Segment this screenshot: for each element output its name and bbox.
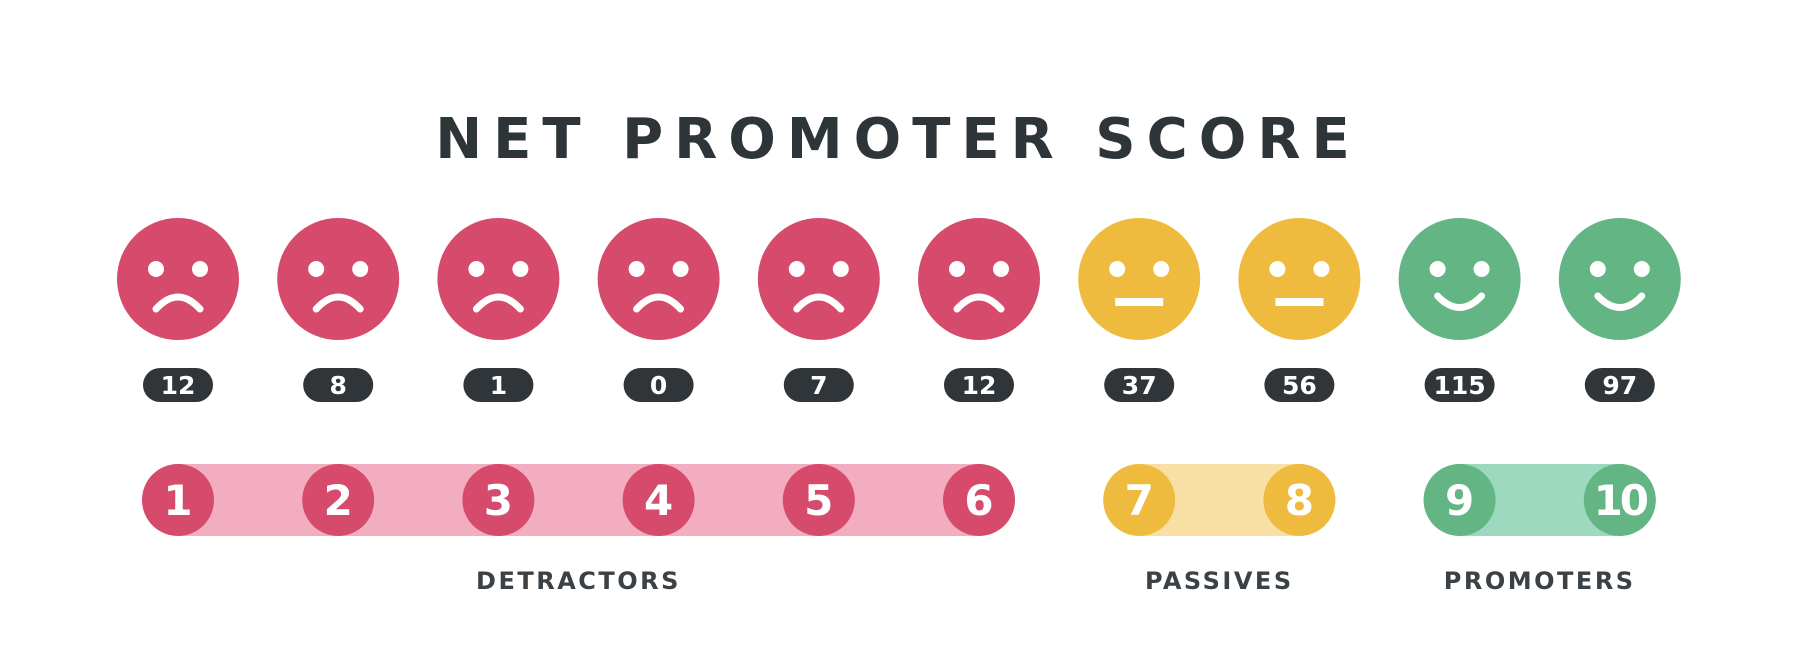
- face-eye: [1589, 261, 1606, 277]
- face-circle: [1558, 218, 1681, 340]
- face-circle: [597, 218, 720, 340]
- face-eye: [628, 261, 645, 277]
- score-circle: [622, 464, 695, 536]
- count-badge: [1424, 368, 1495, 402]
- group-label: PROMOTERS: [1444, 567, 1636, 595]
- sad-face-icon: [437, 218, 560, 340]
- face-eye: [788, 261, 805, 277]
- face-eye: [949, 261, 965, 277]
- count-badge: [303, 368, 374, 402]
- count-value: 0: [650, 371, 667, 400]
- count-value: 97: [1602, 371, 1637, 400]
- face-circle: [117, 218, 239, 340]
- sad-face-icon: [117, 218, 239, 340]
- count-value: 37: [1122, 371, 1157, 400]
- face-eye: [832, 261, 849, 277]
- face-mouth: [1115, 298, 1164, 306]
- face-circle: [757, 218, 880, 340]
- face-eye: [1473, 261, 1490, 277]
- score-label: 5: [804, 476, 833, 525]
- face-eye: [672, 261, 689, 277]
- count-badge: [1264, 368, 1335, 402]
- sad-face-icon: [597, 218, 720, 340]
- face-circle: [437, 218, 560, 340]
- count-value: 8: [329, 371, 346, 400]
- score-label: 8: [1285, 476, 1314, 525]
- face-mouth: [633, 293, 685, 313]
- count-badge: [1584, 368, 1655, 402]
- happy-face-icon: [1558, 218, 1681, 340]
- face-eye: [468, 261, 485, 277]
- face-circle: [1078, 218, 1201, 340]
- score-label: 1: [163, 476, 192, 525]
- face-circle: [277, 218, 400, 340]
- sad-face-icon: [918, 218, 1040, 340]
- score-label: 7: [1125, 476, 1154, 525]
- face-mouth: [1275, 298, 1324, 306]
- happy-face-icon: [1398, 218, 1521, 340]
- count-badge: [1104, 368, 1175, 402]
- score-circle: [1583, 464, 1656, 536]
- count-value: 12: [962, 371, 997, 400]
- score-label: 3: [484, 476, 513, 525]
- face-eye: [1269, 261, 1286, 277]
- face-mouth: [152, 293, 204, 313]
- face-eye: [1153, 261, 1170, 277]
- neutral-face-icon: [1238, 218, 1361, 340]
- face-mouth: [953, 293, 1005, 313]
- count-value: 7: [810, 371, 827, 400]
- count-value: 56: [1282, 371, 1317, 400]
- group-label: DETRACTORS: [476, 567, 681, 595]
- face-circle: [1238, 218, 1361, 340]
- score-label: 10: [1594, 476, 1648, 525]
- score-label: 2: [324, 476, 353, 525]
- count-badge: [944, 368, 1014, 402]
- score-circle: [1423, 464, 1496, 536]
- face-circle: [918, 218, 1040, 340]
- score-circle: [943, 464, 1015, 536]
- count-badge: [463, 368, 534, 402]
- face-eye: [993, 261, 1009, 277]
- sad-face-icon: [277, 218, 400, 340]
- score-circle: [302, 464, 375, 536]
- face-eye: [148, 261, 164, 277]
- score-circle: [462, 464, 535, 536]
- group-label: PASSIVES: [1145, 567, 1294, 595]
- score-circle: [142, 464, 214, 536]
- face-eye: [352, 261, 369, 277]
- face-eye: [308, 261, 325, 277]
- score-label: 6: [964, 476, 993, 525]
- face-eye: [1109, 261, 1126, 277]
- count-badge: [623, 368, 694, 402]
- face-circle: [1398, 218, 1521, 340]
- face-eye: [192, 261, 208, 277]
- count-value: 115: [1434, 371, 1486, 400]
- face-mouth: [1434, 292, 1486, 311]
- score-circle: [782, 464, 855, 536]
- face-mouth: [793, 293, 845, 313]
- chart-title: NET PROMOTER SCORE: [435, 107, 1361, 172]
- face-mouth: [312, 293, 364, 313]
- score-circle: [1103, 464, 1176, 536]
- count-badge: [783, 368, 854, 402]
- group-band: [142, 464, 1015, 536]
- face-eye: [1313, 261, 1330, 277]
- sad-face-icon: [757, 218, 880, 340]
- count-badge: [143, 368, 213, 402]
- face-mouth: [472, 293, 524, 313]
- count-value: 1: [490, 371, 507, 400]
- face-eye: [1633, 261, 1650, 277]
- face-eye: [512, 261, 529, 277]
- score-circle: [1263, 464, 1336, 536]
- score-label: 4: [644, 476, 673, 525]
- score-label: 9: [1445, 476, 1474, 525]
- neutral-face-icon: [1078, 218, 1201, 340]
- face-mouth: [1594, 292, 1646, 311]
- count-value: 12: [161, 371, 196, 400]
- face-eye: [1429, 261, 1446, 277]
